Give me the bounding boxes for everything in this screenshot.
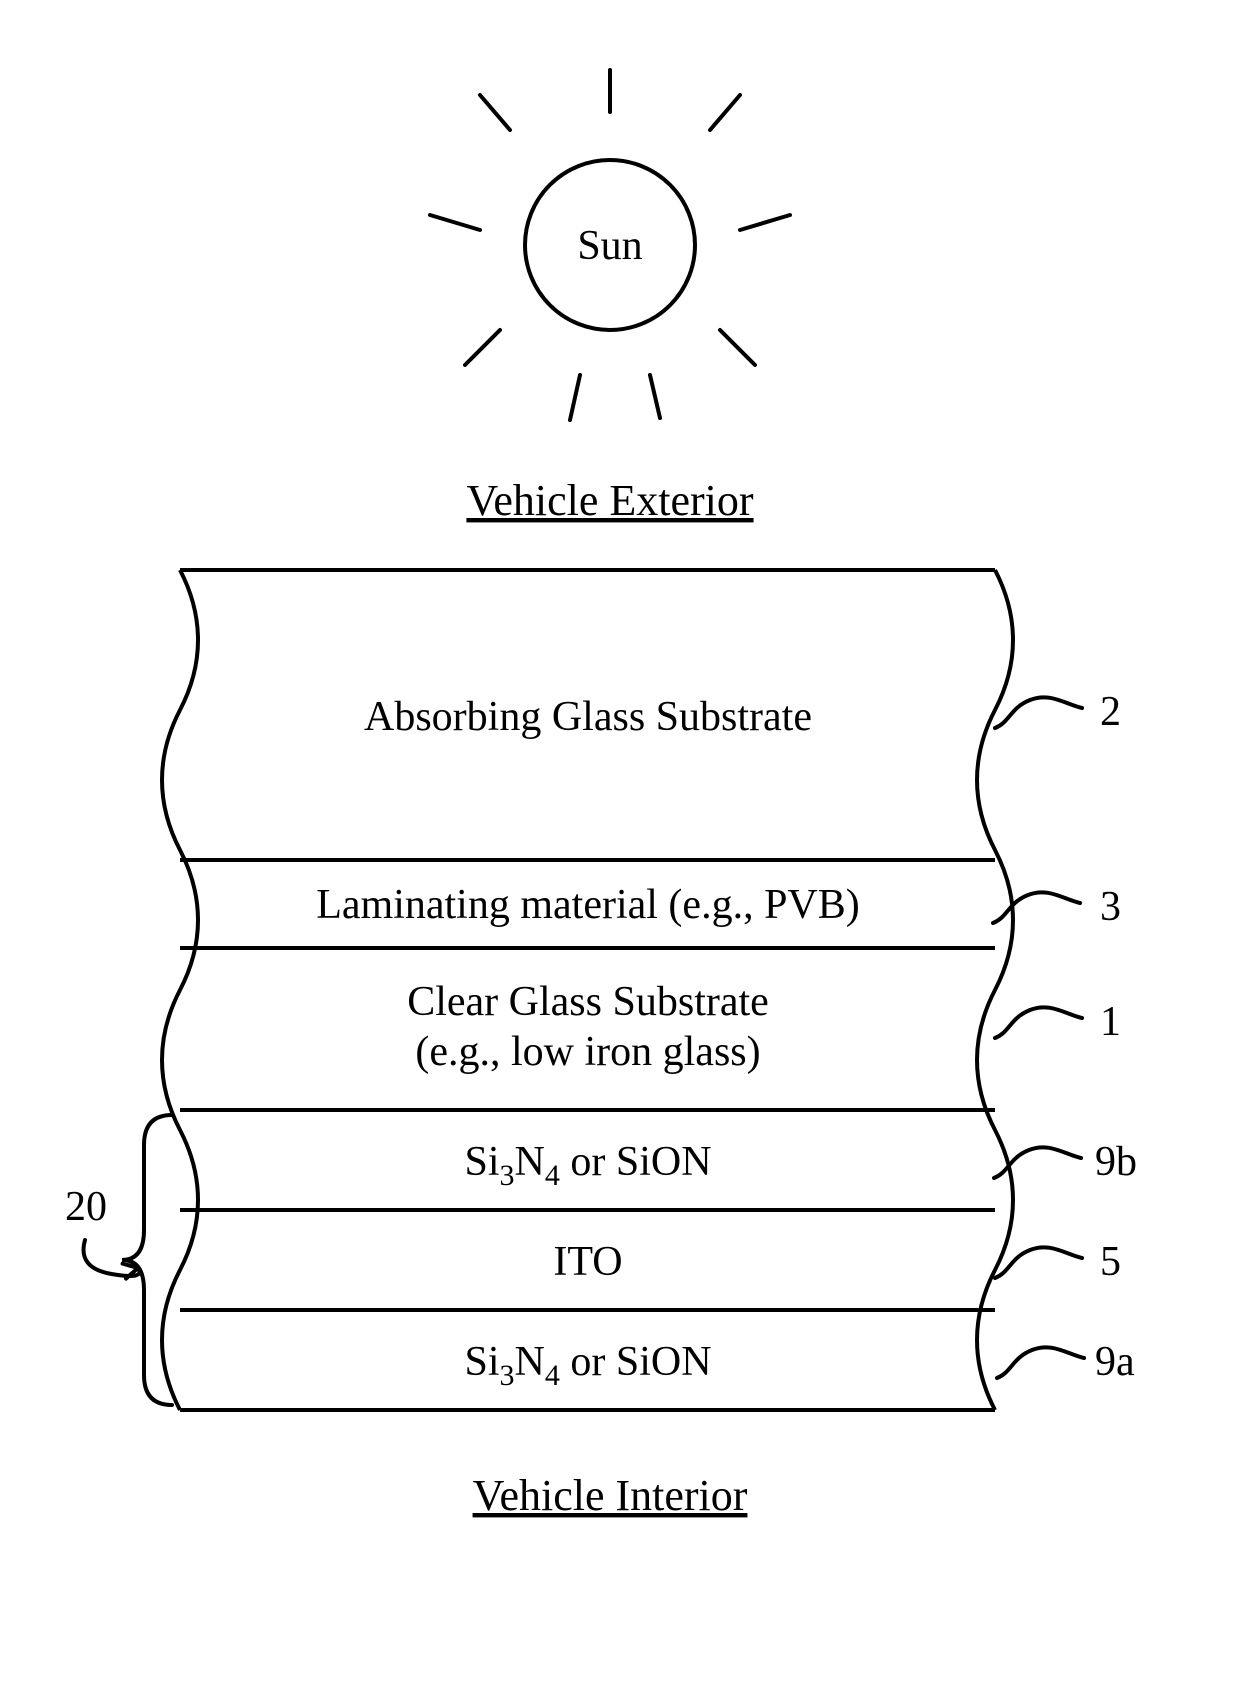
layer-clear-glass-label: Clear Glass Substrate xyxy=(407,979,769,1025)
exterior-heading: Vehicle Exterior xyxy=(466,476,753,525)
layer-clear-glass-ref: 1 xyxy=(1100,999,1121,1045)
layer-ito-label: ITO xyxy=(553,1239,622,1285)
sun-label: Sun xyxy=(577,223,642,269)
layer-sin-bottom-ref: 9a xyxy=(1095,1339,1135,1385)
diagram-svg: Sun Vehicle Exterior Vehicle Interior Abs… xyxy=(0,0,1240,1681)
diagram-container: Sun Vehicle Exterior Vehicle Interior Abs… xyxy=(0,0,1240,1681)
layer-sin-top-label: Si3N4 or SiON xyxy=(464,1139,711,1192)
layer-absorbing-ref: 2 xyxy=(1100,689,1121,735)
layer-absorbing-label: Absorbing Glass Substrate xyxy=(364,694,812,740)
layer-laminating-ref: 3 xyxy=(1100,884,1121,930)
brace-label: 20 xyxy=(65,1184,107,1230)
layer-labels: Absorbing Glass Substrate Laminating mate… xyxy=(316,694,860,1392)
layer-sin-bottom-label: Si3N4 or SiON xyxy=(464,1339,711,1392)
layer-clear-glass-label: (e.g., low iron glass) xyxy=(415,1029,760,1075)
layer-laminating-label: Laminating material (e.g., PVB) xyxy=(316,882,860,928)
reference-numerals: 2 3 1 9b 5 9a xyxy=(993,689,1137,1385)
sun-icon: Sun xyxy=(430,70,790,420)
brace-annotation: 20 xyxy=(65,1115,172,1405)
layer-ito-ref: 5 xyxy=(1100,1239,1121,1285)
layer-sin-top-ref: 9b xyxy=(1095,1139,1137,1185)
interior-heading: Vehicle Interior xyxy=(473,1471,748,1520)
